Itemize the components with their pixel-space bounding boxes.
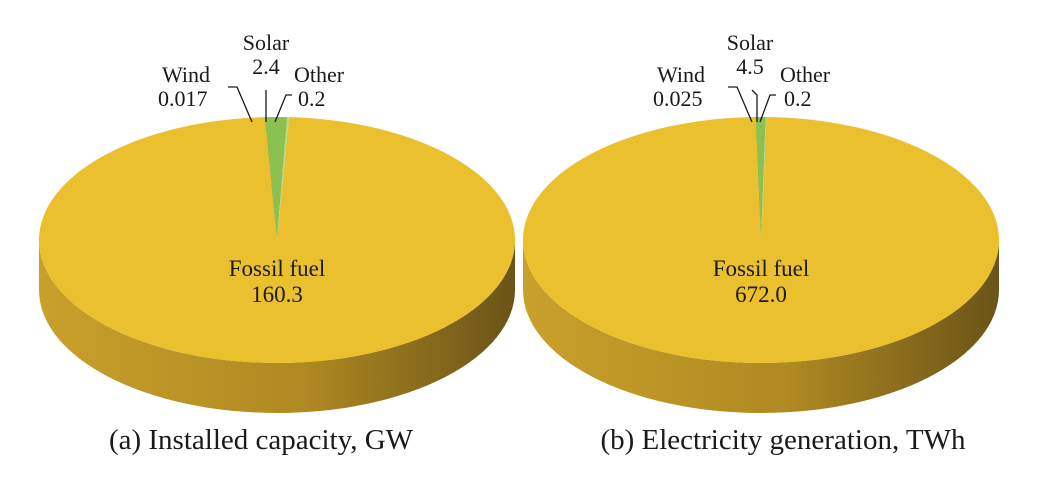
slice-wind	[264, 117, 277, 240]
slice-fossil-fuel	[523, 117, 1000, 363]
label-wind: Wind	[162, 62, 210, 87]
chart-b-caption: (b) Electricity generation, TWh	[600, 424, 966, 456]
slice-solar	[265, 117, 288, 240]
leader-line-other	[274, 94, 292, 123]
chart-a-caption: (a) Installed capacity, GW	[108, 424, 414, 456]
value-wind: 0.025	[653, 86, 703, 111]
slice-other	[761, 117, 767, 240]
label-fossil-fuel: Fossil fuel	[229, 256, 325, 281]
label-other: Other	[294, 62, 345, 87]
pie-side	[523, 240, 999, 413]
slice-wind	[755, 117, 761, 240]
value-solar: 4.5	[736, 54, 764, 79]
label-wind: Wind	[657, 62, 705, 87]
value-wind: 0.017	[158, 86, 208, 111]
value-other: 0.2	[298, 86, 326, 111]
label-solar: Solar	[243, 30, 290, 55]
value-other: 0.2	[784, 86, 812, 111]
label-fossil-fuel: Fossil fuel	[713, 256, 809, 281]
slice-solar	[755, 117, 766, 240]
slice-fossil-fuel	[38, 117, 515, 364]
label-other: Other	[780, 62, 831, 87]
leader-line-wind	[228, 86, 253, 123]
leader-line-solar	[751, 89, 758, 122]
label-solar: Solar	[727, 30, 774, 55]
leader-line-other	[759, 94, 776, 123]
value-solar: 2.4	[252, 54, 280, 79]
leader-line-wind	[728, 86, 753, 123]
value-fossil-fuel: 672.0	[735, 282, 787, 307]
slice-other	[277, 117, 290, 240]
pie-side	[39, 240, 515, 413]
value-fossil-fuel: 160.3	[251, 282, 303, 307]
